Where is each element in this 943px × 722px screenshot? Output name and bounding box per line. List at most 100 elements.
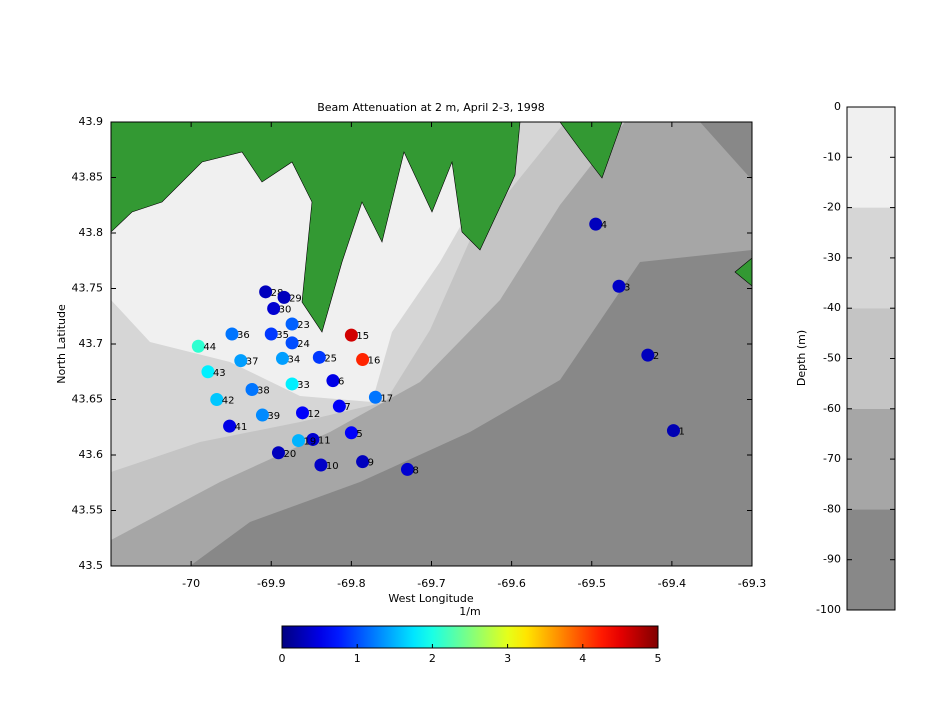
- station-label: 23: [297, 320, 310, 331]
- station-label: 8: [412, 465, 418, 476]
- station-label: 33: [297, 380, 310, 391]
- station-point: [285, 317, 299, 331]
- y-tick-label: 43.65: [72, 393, 104, 406]
- y-tick-label: 43.85: [72, 171, 104, 184]
- station-label: 16: [368, 356, 381, 367]
- station-point: [612, 279, 626, 293]
- depth-tick-label: 0: [834, 100, 841, 113]
- station-point: [267, 301, 281, 315]
- colorbar-tick-label: 0: [279, 652, 286, 665]
- station-point: [641, 348, 655, 362]
- depth-band: [847, 509, 895, 610]
- depth-tick-label: -70: [823, 452, 841, 465]
- y-axis-label: North Latitude: [55, 304, 68, 384]
- station-point: [344, 426, 358, 440]
- depth-tick-label: -20: [823, 201, 841, 214]
- depth-tick-label: -50: [823, 352, 841, 365]
- station-label: 38: [257, 386, 270, 397]
- station-label: 12: [307, 409, 320, 420]
- station-point: [271, 446, 285, 460]
- station-label: 43: [213, 368, 226, 379]
- station-label: 1: [678, 427, 684, 438]
- station-label: 19: [303, 437, 316, 448]
- station-point: [285, 377, 299, 391]
- station-label: 15: [356, 331, 369, 342]
- station-label: 42: [222, 396, 235, 407]
- depth-tick-label: -100: [816, 603, 841, 616]
- depth-band: [847, 107, 895, 208]
- station-point: [223, 419, 237, 433]
- depth-band: [847, 408, 895, 510]
- station-label: 28: [271, 288, 284, 299]
- depth-tick-label: -10: [823, 150, 841, 163]
- depth-tick-label: -90: [823, 553, 841, 566]
- station-label: 4: [601, 220, 607, 231]
- chart-title: Beam Attenuation at 2 m, April 2-3, 1998: [317, 101, 545, 114]
- station-label: 3: [624, 282, 630, 293]
- station-label: 39: [267, 411, 280, 422]
- station-label: 37: [246, 357, 259, 368]
- station-label: 5: [356, 429, 362, 440]
- station-label: 44: [203, 342, 216, 353]
- station-label: 6: [338, 377, 344, 388]
- station-label: 35: [276, 330, 289, 341]
- station-point: [295, 406, 309, 420]
- station-label: 30: [279, 304, 292, 315]
- x-tick-label: -69.6: [497, 577, 525, 590]
- depth-tick-label: -60: [823, 402, 841, 415]
- station-point: [225, 327, 239, 341]
- station-point: [666, 424, 680, 438]
- station-point: [356, 353, 370, 367]
- land: [111, 122, 521, 333]
- station-label: 10: [326, 461, 339, 472]
- station-point: [589, 217, 603, 231]
- station-point: [291, 434, 305, 448]
- station-label: 25: [324, 353, 337, 364]
- station-point: [191, 339, 205, 353]
- station-point: [314, 458, 328, 472]
- colorbar-tick-label: 5: [655, 652, 662, 665]
- station-point: [400, 462, 414, 476]
- land: [734, 257, 752, 287]
- y-tick-label: 43.6: [79, 448, 104, 461]
- station-label: 2: [653, 351, 659, 362]
- station-point: [259, 285, 273, 299]
- map-background: [111, 122, 752, 566]
- station-point: [344, 328, 358, 342]
- colorbar-tick-label: 1: [354, 652, 361, 665]
- x-tick-label: -69.5: [578, 577, 606, 590]
- colorbar: [281, 625, 659, 649]
- station-label: 34: [287, 354, 300, 365]
- station-label: 29: [289, 293, 302, 304]
- y-tick-label: 43.8: [79, 226, 104, 239]
- station-point: [285, 336, 299, 350]
- station-label: 41: [235, 422, 248, 433]
- station-label: 20: [283, 449, 296, 460]
- station-point: [210, 393, 224, 406]
- station-point: [368, 390, 382, 404]
- station-point: [255, 408, 269, 422]
- x-axis-label: West Longitude: [388, 592, 473, 605]
- station-label: 7: [344, 402, 350, 413]
- x-tick-label: -69.9: [257, 577, 285, 590]
- y-tick-label: 43.7: [79, 337, 104, 350]
- y-tick-label: 43.55: [72, 504, 104, 517]
- colorbar-tick-label: 2: [429, 652, 436, 665]
- station-point: [312, 350, 326, 364]
- depth-band: [847, 207, 895, 309]
- y-tick-label: 43.75: [72, 282, 104, 295]
- x-tick-label: -69.3: [738, 577, 766, 590]
- station-point: [356, 455, 370, 469]
- x-tick-label: -69.8: [337, 577, 365, 590]
- land: [559, 122, 623, 179]
- station-label: 36: [237, 330, 250, 341]
- colorbar-tick-label: 3: [504, 652, 511, 665]
- station-point: [234, 354, 248, 368]
- x-tick-label: -69.4: [658, 577, 686, 590]
- station-point: [245, 383, 259, 397]
- station-label: 11: [318, 435, 331, 446]
- depth-tick-label: -30: [823, 251, 841, 264]
- y-tick-label: 43.5: [79, 559, 104, 572]
- station-label: 17: [380, 393, 393, 404]
